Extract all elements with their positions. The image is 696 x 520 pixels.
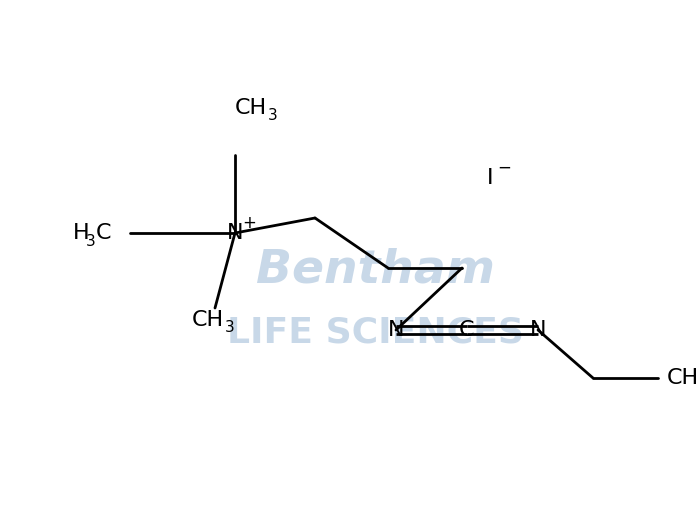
- Text: 3: 3: [268, 109, 278, 123]
- Text: C: C: [96, 223, 111, 243]
- Text: H: H: [73, 223, 90, 243]
- Text: 3: 3: [86, 233, 96, 249]
- Text: −: −: [497, 159, 511, 177]
- Text: Bentham: Bentham: [256, 248, 496, 293]
- Text: N: N: [227, 223, 243, 243]
- Text: N: N: [388, 320, 404, 340]
- Text: N: N: [530, 320, 546, 340]
- Text: LIFE SCIENCES: LIFE SCIENCES: [228, 316, 524, 350]
- Text: C: C: [459, 320, 475, 340]
- Text: CH: CH: [667, 368, 696, 388]
- Text: CH: CH: [192, 310, 224, 330]
- Text: 3: 3: [225, 320, 235, 335]
- Text: CH: CH: [235, 98, 267, 118]
- Text: +: +: [242, 214, 256, 232]
- Text: I: I: [487, 168, 493, 188]
